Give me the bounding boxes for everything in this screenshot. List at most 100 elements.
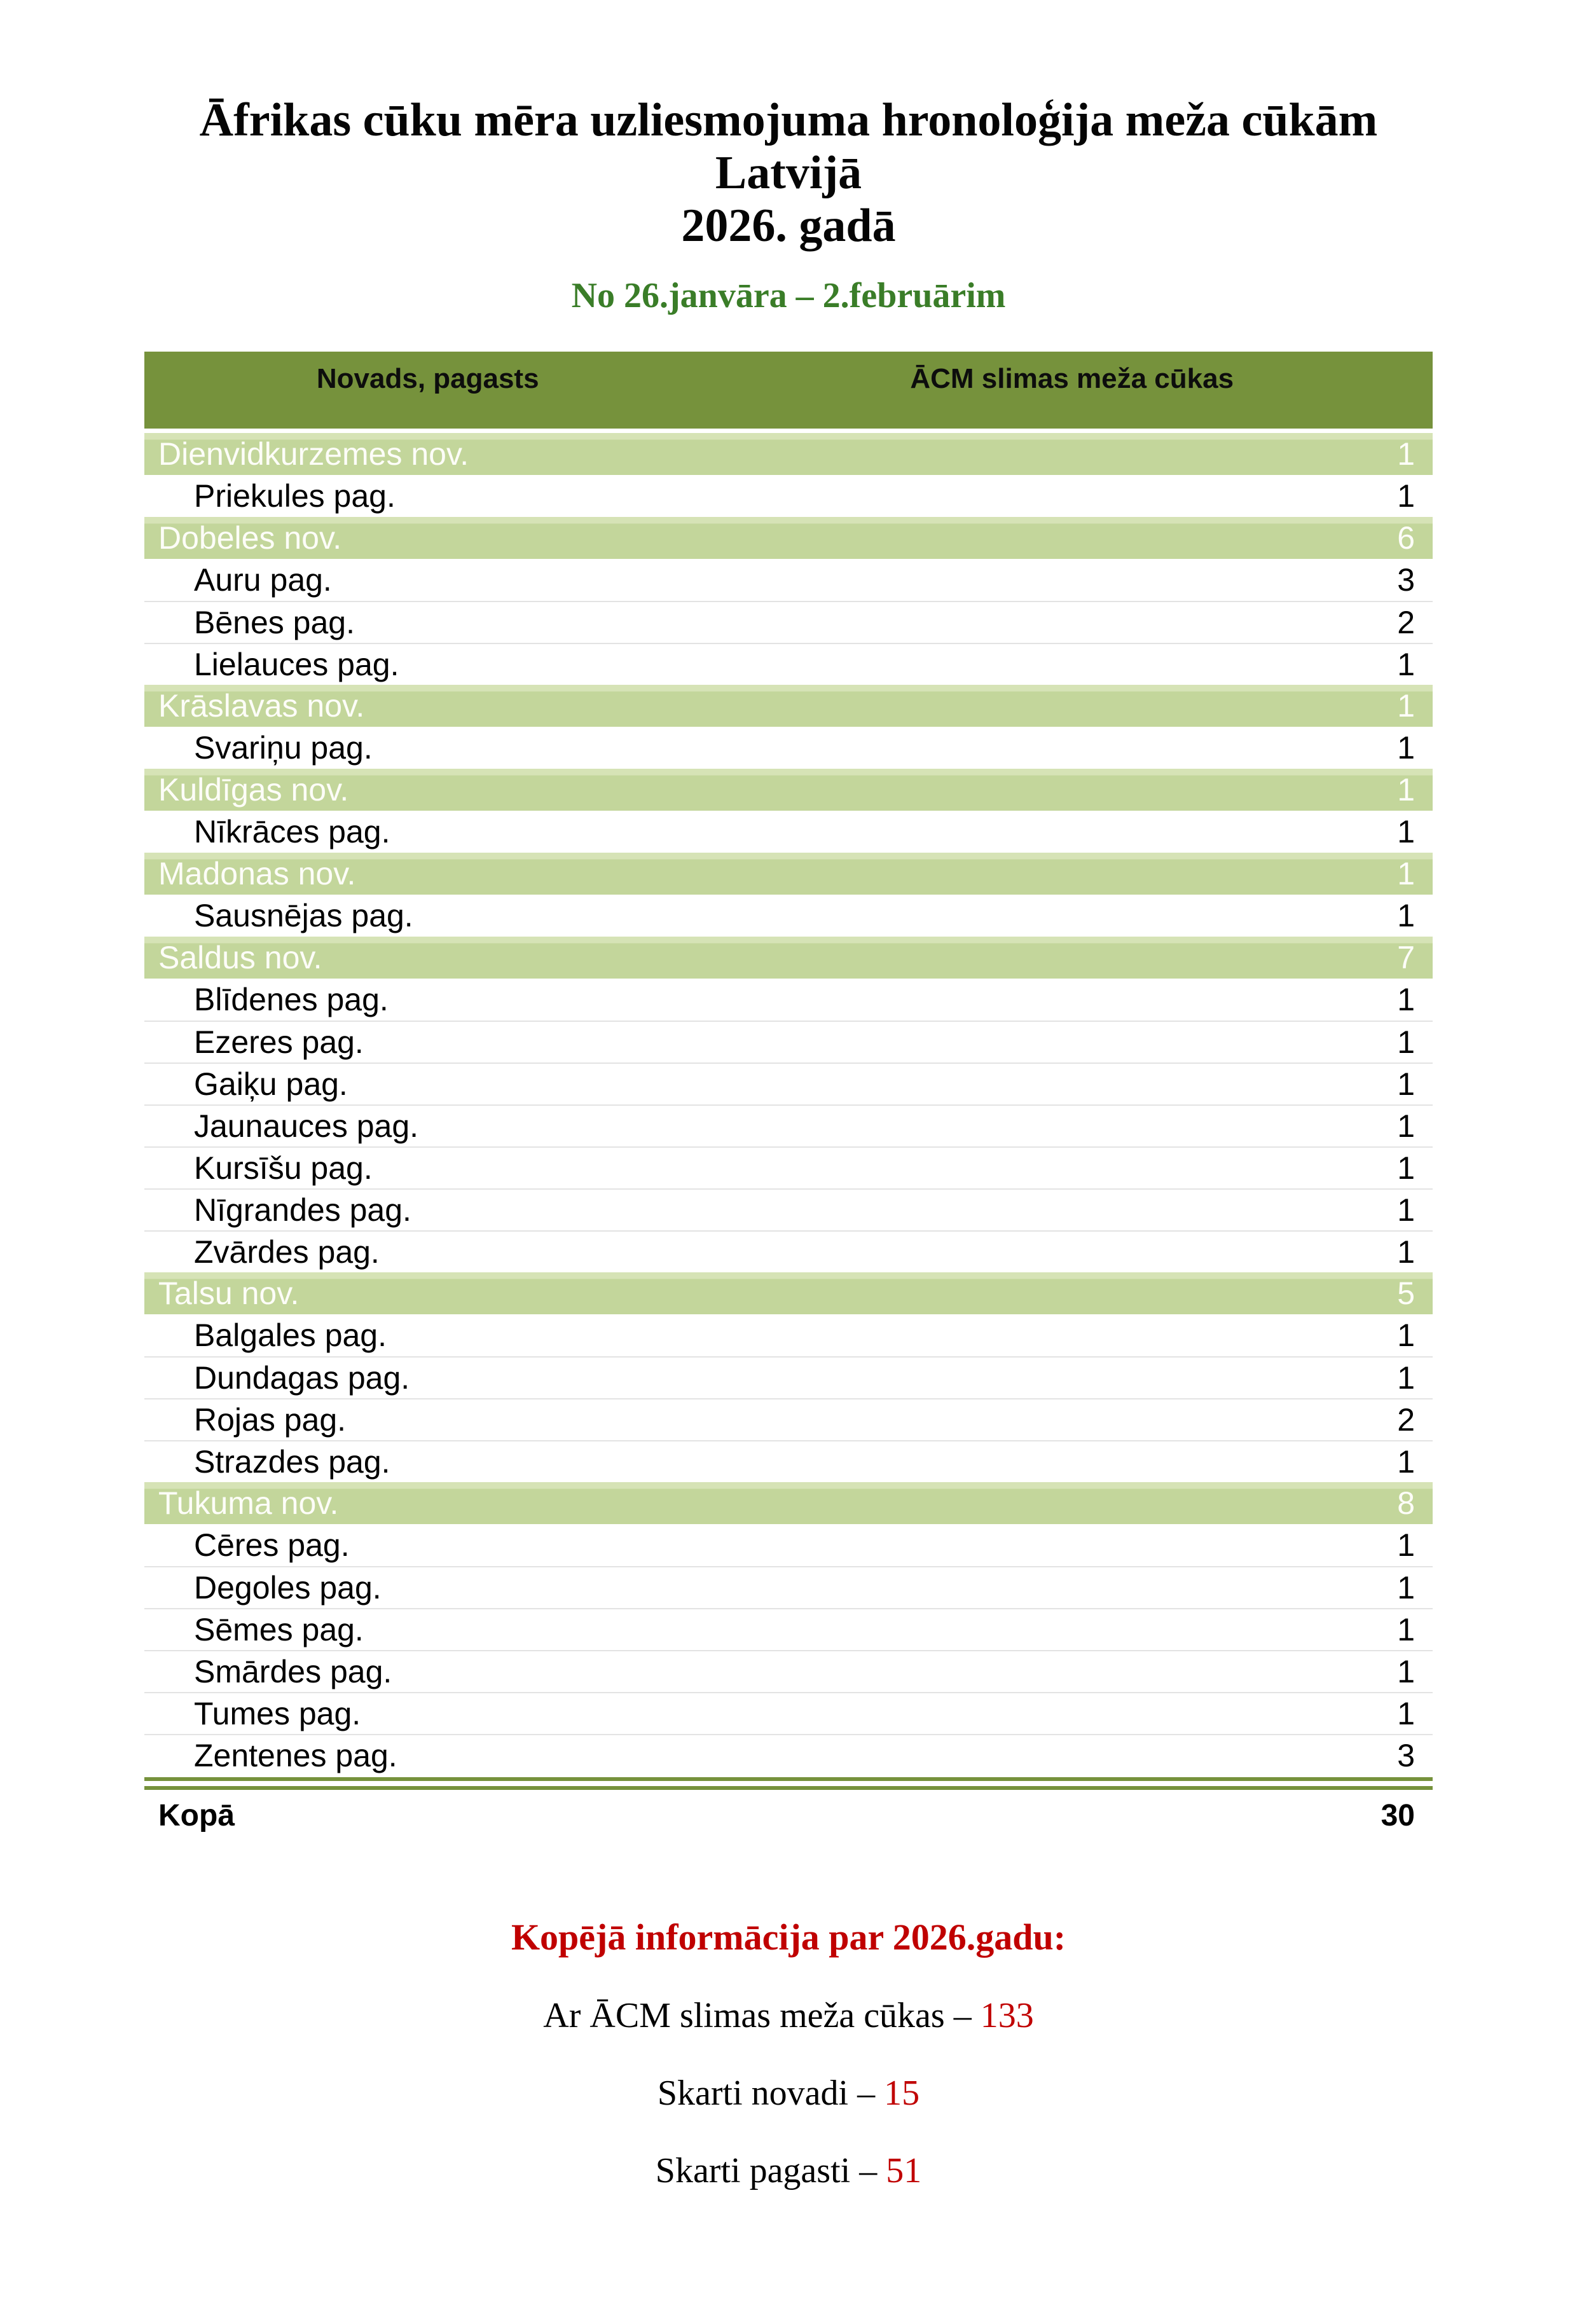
column-header-acm-cases: ĀCM slimas meža cūkas [910, 362, 1234, 394]
row-label: Zentenes pag. [194, 1737, 397, 1773]
table-row-pagasts: Rojas pag. 2 [144, 1398, 1433, 1440]
row-value: 1 [1397, 1527, 1415, 1563]
outbreak-table: Novads, pagasts ĀCM slimas meža cūkas Di… [144, 351, 1433, 1842]
table-row-novads: Talsu nov. 5 [144, 1272, 1433, 1314]
row-value: 1 [1397, 897, 1415, 933]
row-label: Dundagas pag. [194, 1359, 410, 1396]
table-row-pagasts: Zentenes pag. 3 [144, 1733, 1433, 1776]
table-row-pagasts: Ezeres pag. 1 [144, 1020, 1433, 1062]
table-row-pagasts: Auru pag. 3 [144, 558, 1433, 601]
summary-line: Skarti pagasti – 51 [0, 2150, 1577, 2191]
row-label: Priekules pag. [194, 478, 396, 514]
summary-line: Ar ĀCM slimas meža cūkas – 133 [0, 1995, 1577, 2036]
table-row-pagasts: Smārdes pag. 1 [144, 1649, 1433, 1692]
row-label: Nīgrandes pag. [194, 1192, 411, 1228]
table-row-novads: Dobeles nov. 6 [144, 516, 1433, 559]
table-row-pagasts: Dundagas pag. 1 [144, 1356, 1433, 1398]
row-label: Jaunauces pag. [194, 1108, 419, 1144]
row-label: Sausnējas pag. [194, 897, 413, 933]
row-value: 1 [1397, 1192, 1415, 1228]
table-row-pagasts: Cēres pag. 1 [144, 1523, 1433, 1566]
row-label: Degoles pag. [194, 1569, 382, 1605]
table-header-row: Novads, pagasts ĀCM slimas meža cūkas [144, 351, 1433, 433]
page-title-line2: 2026. gadā [681, 199, 896, 252]
page-title: Āfrikas cūku mēra uzliesmojuma hronoloģi… [121, 94, 1456, 252]
summary-lines-container: Ar ĀCM slimas meža cūkas – 133 Skarti nov… [0, 1995, 1577, 2191]
table-row-pagasts: Blīdenes pag. 1 [144, 978, 1433, 1021]
table-row-pagasts: Sēmes pag. 1 [144, 1607, 1433, 1650]
row-value: 1 [1397, 436, 1415, 472]
row-label: Balgales pag. [194, 1317, 387, 1353]
total-separator-line [144, 1777, 1433, 1790]
summary-label: Ar ĀCM slimas meža cūkas [543, 1995, 945, 2035]
row-label: Kuldīgas nov. [158, 771, 349, 808]
total-row: Kopā 30 [144, 1789, 1433, 1842]
row-value: 1 [1397, 813, 1415, 849]
table-row-novads: Tukuma nov. 8 [144, 1482, 1433, 1524]
row-value: 6 [1397, 519, 1415, 556]
row-label: Krāslavas nov. [158, 687, 365, 724]
row-value: 1 [1397, 981, 1415, 1017]
row-label: Rojas pag. [194, 1401, 347, 1438]
row-value: 1 [1397, 687, 1415, 724]
row-label: Tukuma nov. [158, 1485, 339, 1521]
row-label: Bēnes pag. [194, 604, 355, 640]
table-row-novads: Krāslavas nov. 1 [144, 684, 1433, 727]
row-value: 1 [1397, 771, 1415, 808]
summary-section: Kopējā informācija par 2026.gadu: Ar ĀCM… [0, 1916, 1577, 2191]
row-value: 2 [1397, 604, 1415, 640]
table-row-pagasts: Degoles pag. 1 [144, 1565, 1433, 1608]
table-row-pagasts: Zvārdes pag. 1 [144, 1230, 1433, 1272]
summary-dash: – [850, 2150, 886, 2190]
table-row-pagasts: Priekules pag. 1 [144, 474, 1433, 517]
table-row-pagasts: Tumes pag. 1 [144, 1691, 1433, 1734]
table-row-pagasts: Lielauces pag. 1 [144, 642, 1433, 685]
table-rows-container: Dienvidkurzemes nov. 1 Priekules pag. 1 Dobe… [144, 432, 1433, 1776]
table-row-pagasts: Nīgrandes pag. 1 [144, 1188, 1433, 1230]
column-header-novads-pagasts: Novads, pagasts [316, 362, 539, 394]
summary-dash: – [944, 1995, 981, 2035]
row-label: Nīkrāces pag. [194, 813, 390, 849]
row-value: 7 [1397, 939, 1415, 975]
table-row-pagasts: Balgales pag. 1 [144, 1314, 1433, 1356]
row-label: Blīdenes pag. [194, 981, 389, 1017]
row-value: 1 [1397, 1108, 1415, 1144]
table-row-pagasts: Nīkrāces pag. 1 [144, 810, 1433, 853]
row-value: 5 [1397, 1275, 1415, 1311]
row-value: 1 [1397, 855, 1415, 891]
row-label: Talsu nov. [158, 1275, 300, 1311]
row-value: 8 [1397, 1485, 1415, 1521]
table-row-novads: Madonas nov. 1 [144, 852, 1433, 895]
row-label: Kursīšu pag. [194, 1150, 373, 1186]
row-label: Smārdes pag. [194, 1653, 392, 1689]
row-value: 1 [1397, 1024, 1415, 1060]
row-value: 1 [1397, 1150, 1415, 1186]
row-value: 1 [1397, 478, 1415, 514]
row-value: 1 [1397, 1611, 1415, 1647]
row-value: 1 [1397, 1443, 1415, 1480]
table-row-pagasts: Svariņu pag. 1 [144, 726, 1433, 769]
total-value: 30 [1381, 1799, 1415, 1833]
row-value: 1 [1397, 1317, 1415, 1353]
row-label: Tumes pag. [194, 1695, 361, 1731]
row-label: Cēres pag. [194, 1527, 350, 1563]
row-label: Dobeles nov. [158, 519, 342, 556]
document-page: { "document": { "title_line1": "Āfrikas … [0, 94, 1577, 2324]
row-label: Zvārdes pag. [194, 1234, 380, 1270]
date-range-subtitle: No 26.janvāra – 2.februārim [571, 275, 1006, 315]
row-label: Strazdes pag. [194, 1443, 390, 1480]
table-row-novads: Saldus nov. 7 [144, 936, 1433, 979]
table-row-pagasts: Bēnes pag. 2 [144, 600, 1433, 643]
table-row-pagasts: Jaunauces pag. 1 [144, 1104, 1433, 1146]
row-label: Gaiķu pag. [194, 1066, 348, 1102]
row-value: 1 [1397, 1234, 1415, 1270]
row-label: Svariņu pag. [194, 729, 373, 766]
summary-value: 15 [884, 2073, 920, 2113]
summary-value: 51 [886, 2150, 922, 2190]
table-row-novads: Kuldīgas nov. 1 [144, 768, 1433, 811]
row-value: 1 [1397, 1359, 1415, 1396]
row-label: Madonas nov. [158, 855, 356, 891]
summary-heading: Kopējā informācija par 2026.gadu: [511, 1916, 1066, 1958]
table-row-pagasts: Sausnējas pag. 1 [144, 894, 1433, 937]
row-value: 1 [1397, 729, 1415, 766]
